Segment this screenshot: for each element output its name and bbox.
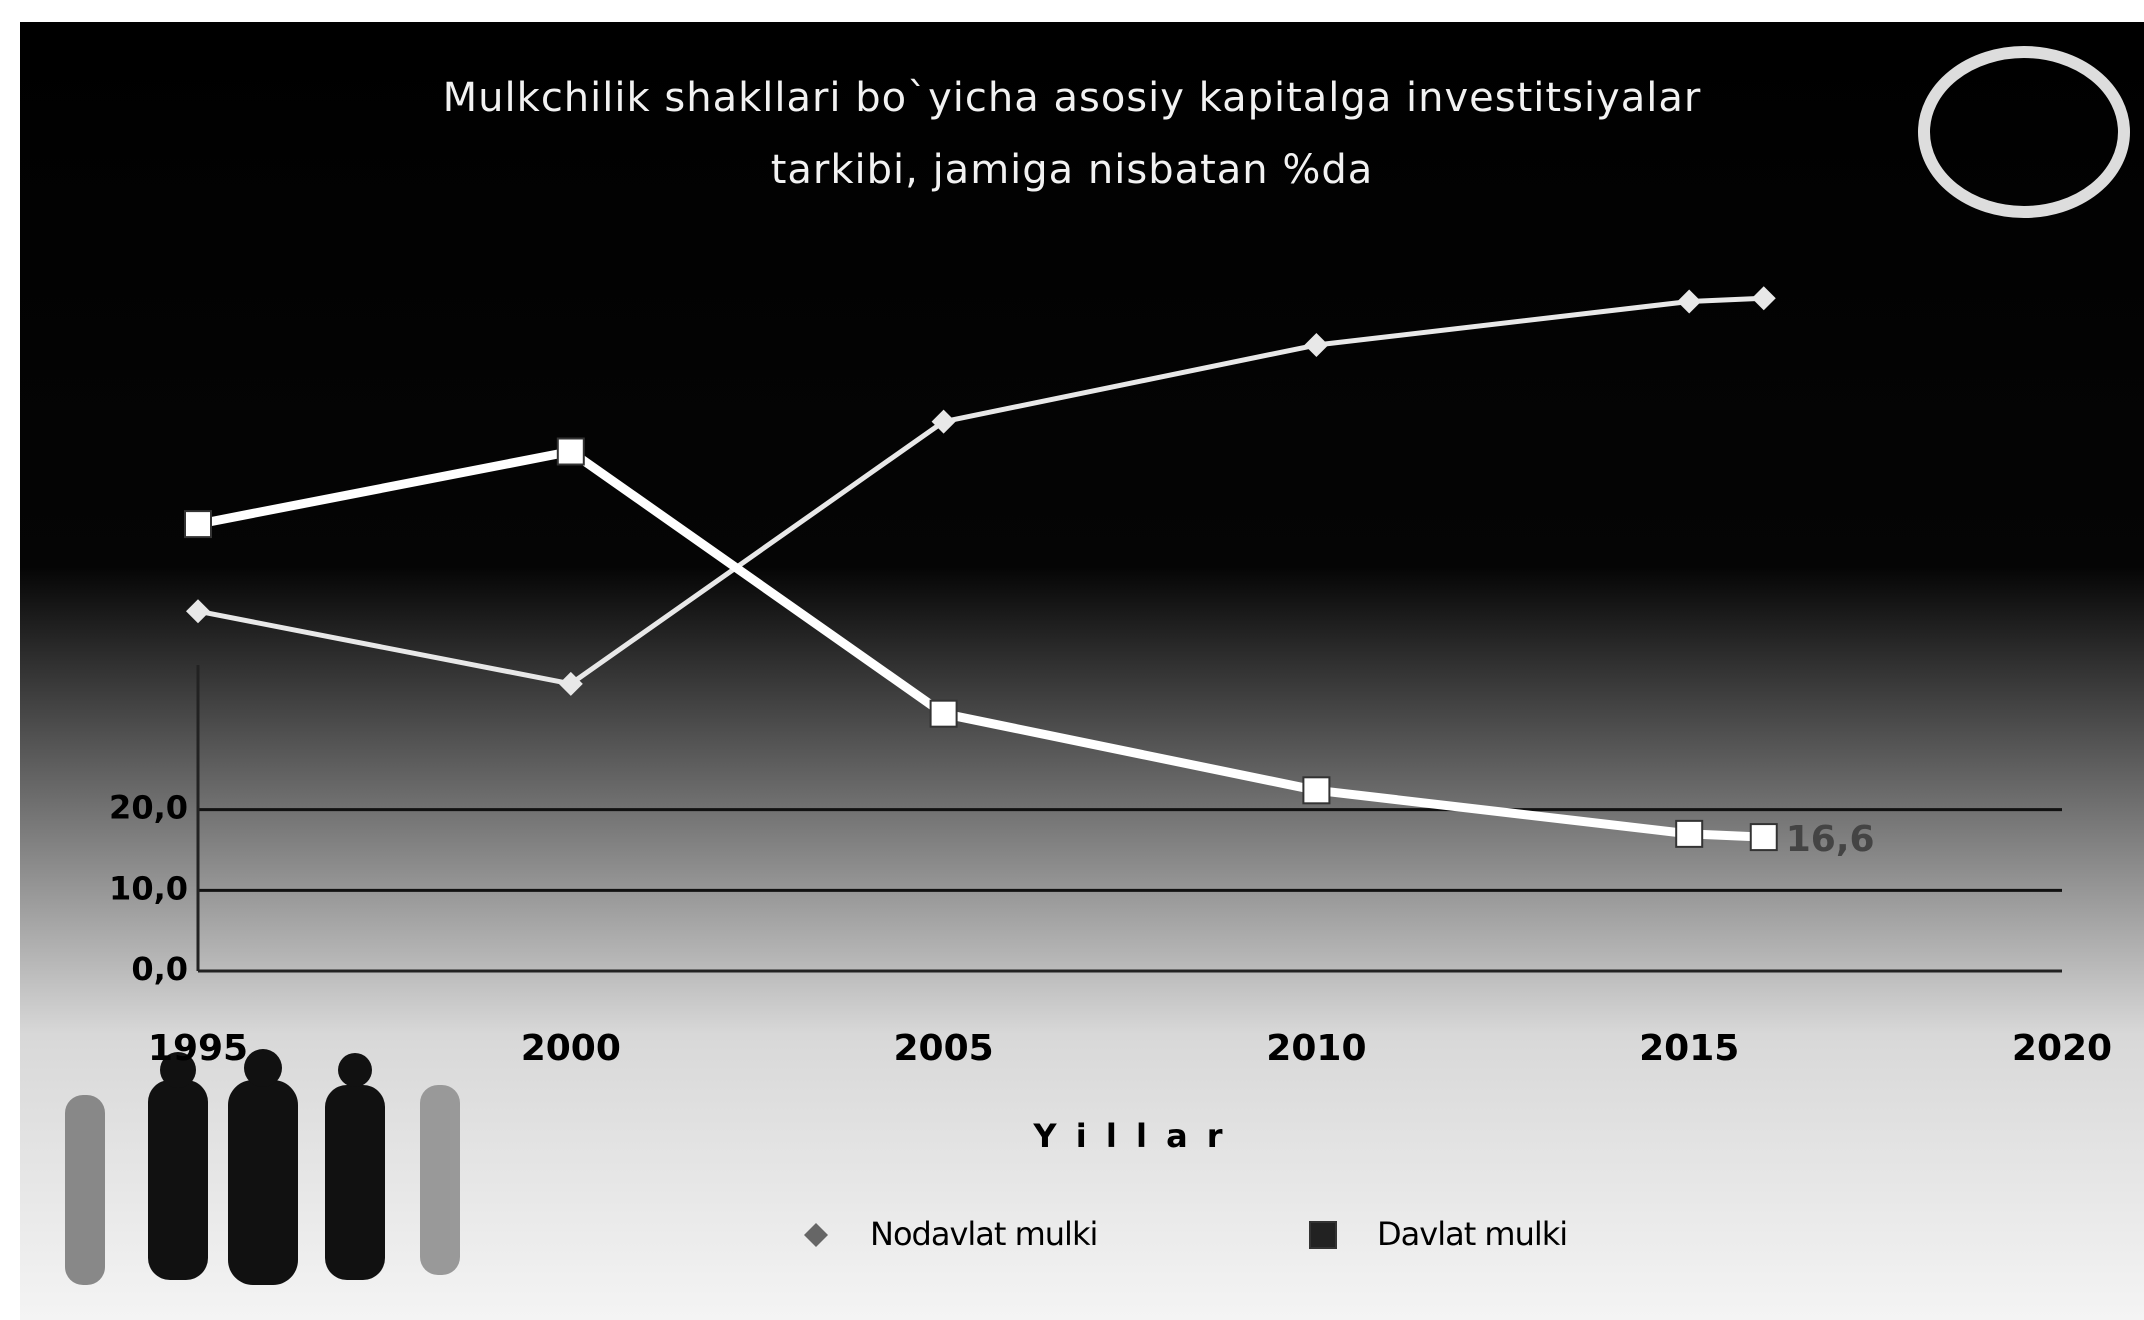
marker xyxy=(186,599,210,624)
x-tick-label: 1995 xyxy=(148,1028,248,1069)
marker xyxy=(1302,776,1331,805)
marker xyxy=(1304,333,1329,358)
series-line xyxy=(197,295,1764,687)
x-tick-label: 2005 xyxy=(893,1028,993,1069)
people-silhouettes xyxy=(65,1049,460,1285)
marker xyxy=(1677,289,1702,314)
marker xyxy=(558,671,583,696)
x-tick-label: 2015 xyxy=(1639,1028,1739,1069)
y-tick-label: 0,0 xyxy=(131,950,188,988)
marker xyxy=(1675,819,1704,848)
y-tick-label: 10,0 xyxy=(109,869,188,907)
legend-label: Davlat mulki xyxy=(1377,1215,1567,1253)
marker xyxy=(929,699,958,728)
y-tick-label: 20,0 xyxy=(109,789,188,827)
marker xyxy=(1309,1221,1337,1249)
x-tick-label: 2020 xyxy=(2012,1028,2112,1069)
chart-title: Mulkchilik shakllari bo`yicha asosiy kap… xyxy=(442,75,1702,193)
marker xyxy=(184,510,212,539)
x-tick-label: 2000 xyxy=(521,1028,621,1069)
legend-label: Nodavlat mulki xyxy=(870,1215,1097,1253)
marker xyxy=(1749,823,1778,852)
marker xyxy=(804,1223,828,1247)
x-tick-label: 2010 xyxy=(1266,1028,1366,1069)
x-axis-label: Y i l l a r xyxy=(1032,1117,1226,1155)
marker xyxy=(556,437,585,466)
decor-circle xyxy=(1918,46,2130,218)
data-label: 16,6 xyxy=(1786,819,1875,860)
marker xyxy=(1751,286,1776,311)
marker xyxy=(931,409,956,434)
